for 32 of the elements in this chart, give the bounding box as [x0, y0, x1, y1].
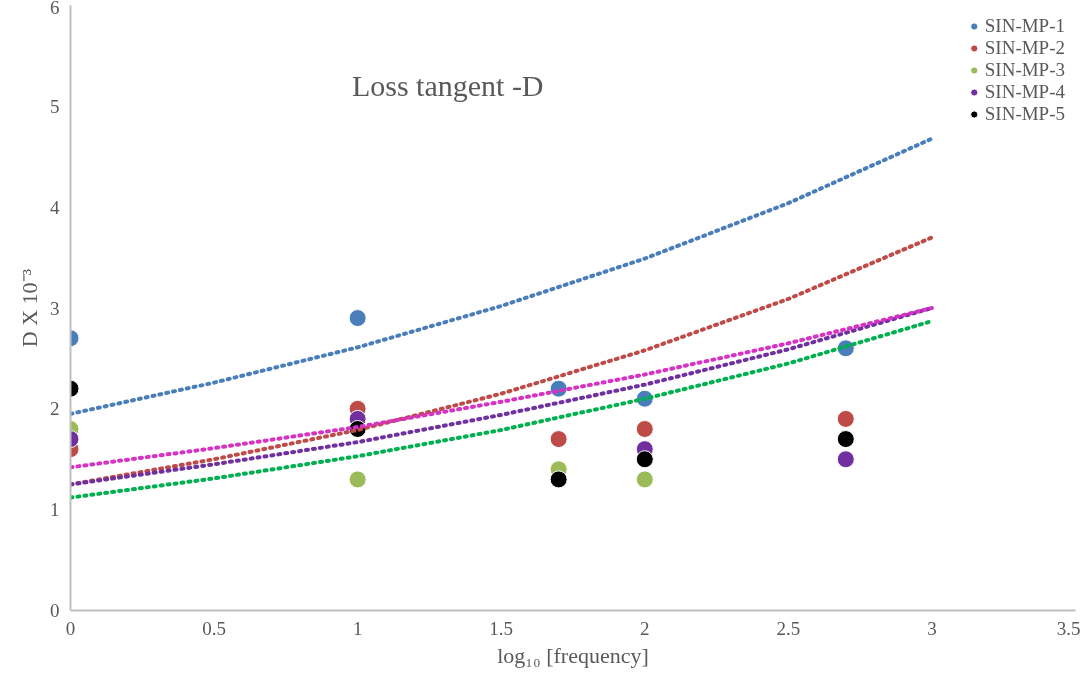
legend-label: SIN-MP-2: [984, 37, 1065, 59]
point: [635, 450, 654, 469]
y-tick-label: 0: [50, 600, 60, 621]
point: [635, 420, 654, 438]
x-tick-label: 3: [927, 617, 937, 639]
y-tick-label: 2: [50, 398, 60, 420]
line-series: [70, 136, 934, 416]
x-axis-title: log₁₀ [frequency]: [497, 642, 649, 668]
legend-label: SIN-MP-3: [984, 59, 1065, 81]
y-axis-title: D X 10⁻³: [17, 268, 42, 348]
x-tick-label: 2: [640, 617, 650, 639]
x-tick-label: 3.5: [1056, 617, 1081, 639]
point: [836, 409, 855, 428]
y-tick-label: 1: [50, 499, 60, 521]
y-tick-label: 3: [50, 297, 60, 319]
text: Loss tangent -D: [351, 69, 544, 103]
y-tick-label: 6: [50, 0, 60, 18]
x-tick-label: 2.5: [776, 617, 801, 639]
x-tick-label: 1.5: [489, 617, 514, 639]
x-tick-label: 0: [65, 617, 76, 639]
y-tick-label: 5: [50, 95, 60, 117]
legend-label: SIN-MP-5: [984, 103, 1065, 125]
y-tick-label: 4: [50, 196, 60, 218]
x-tick-label: 1: [352, 617, 363, 639]
point: [549, 430, 568, 449]
point: [836, 450, 855, 469]
point: [635, 470, 654, 489]
legend-label: SIN-MP-1: [984, 15, 1065, 37]
point: [549, 470, 568, 489]
legend-label: SIN-MP-4: [984, 81, 1065, 103]
x-tick-label: 0.5: [202, 617, 226, 639]
point: [836, 430, 855, 449]
